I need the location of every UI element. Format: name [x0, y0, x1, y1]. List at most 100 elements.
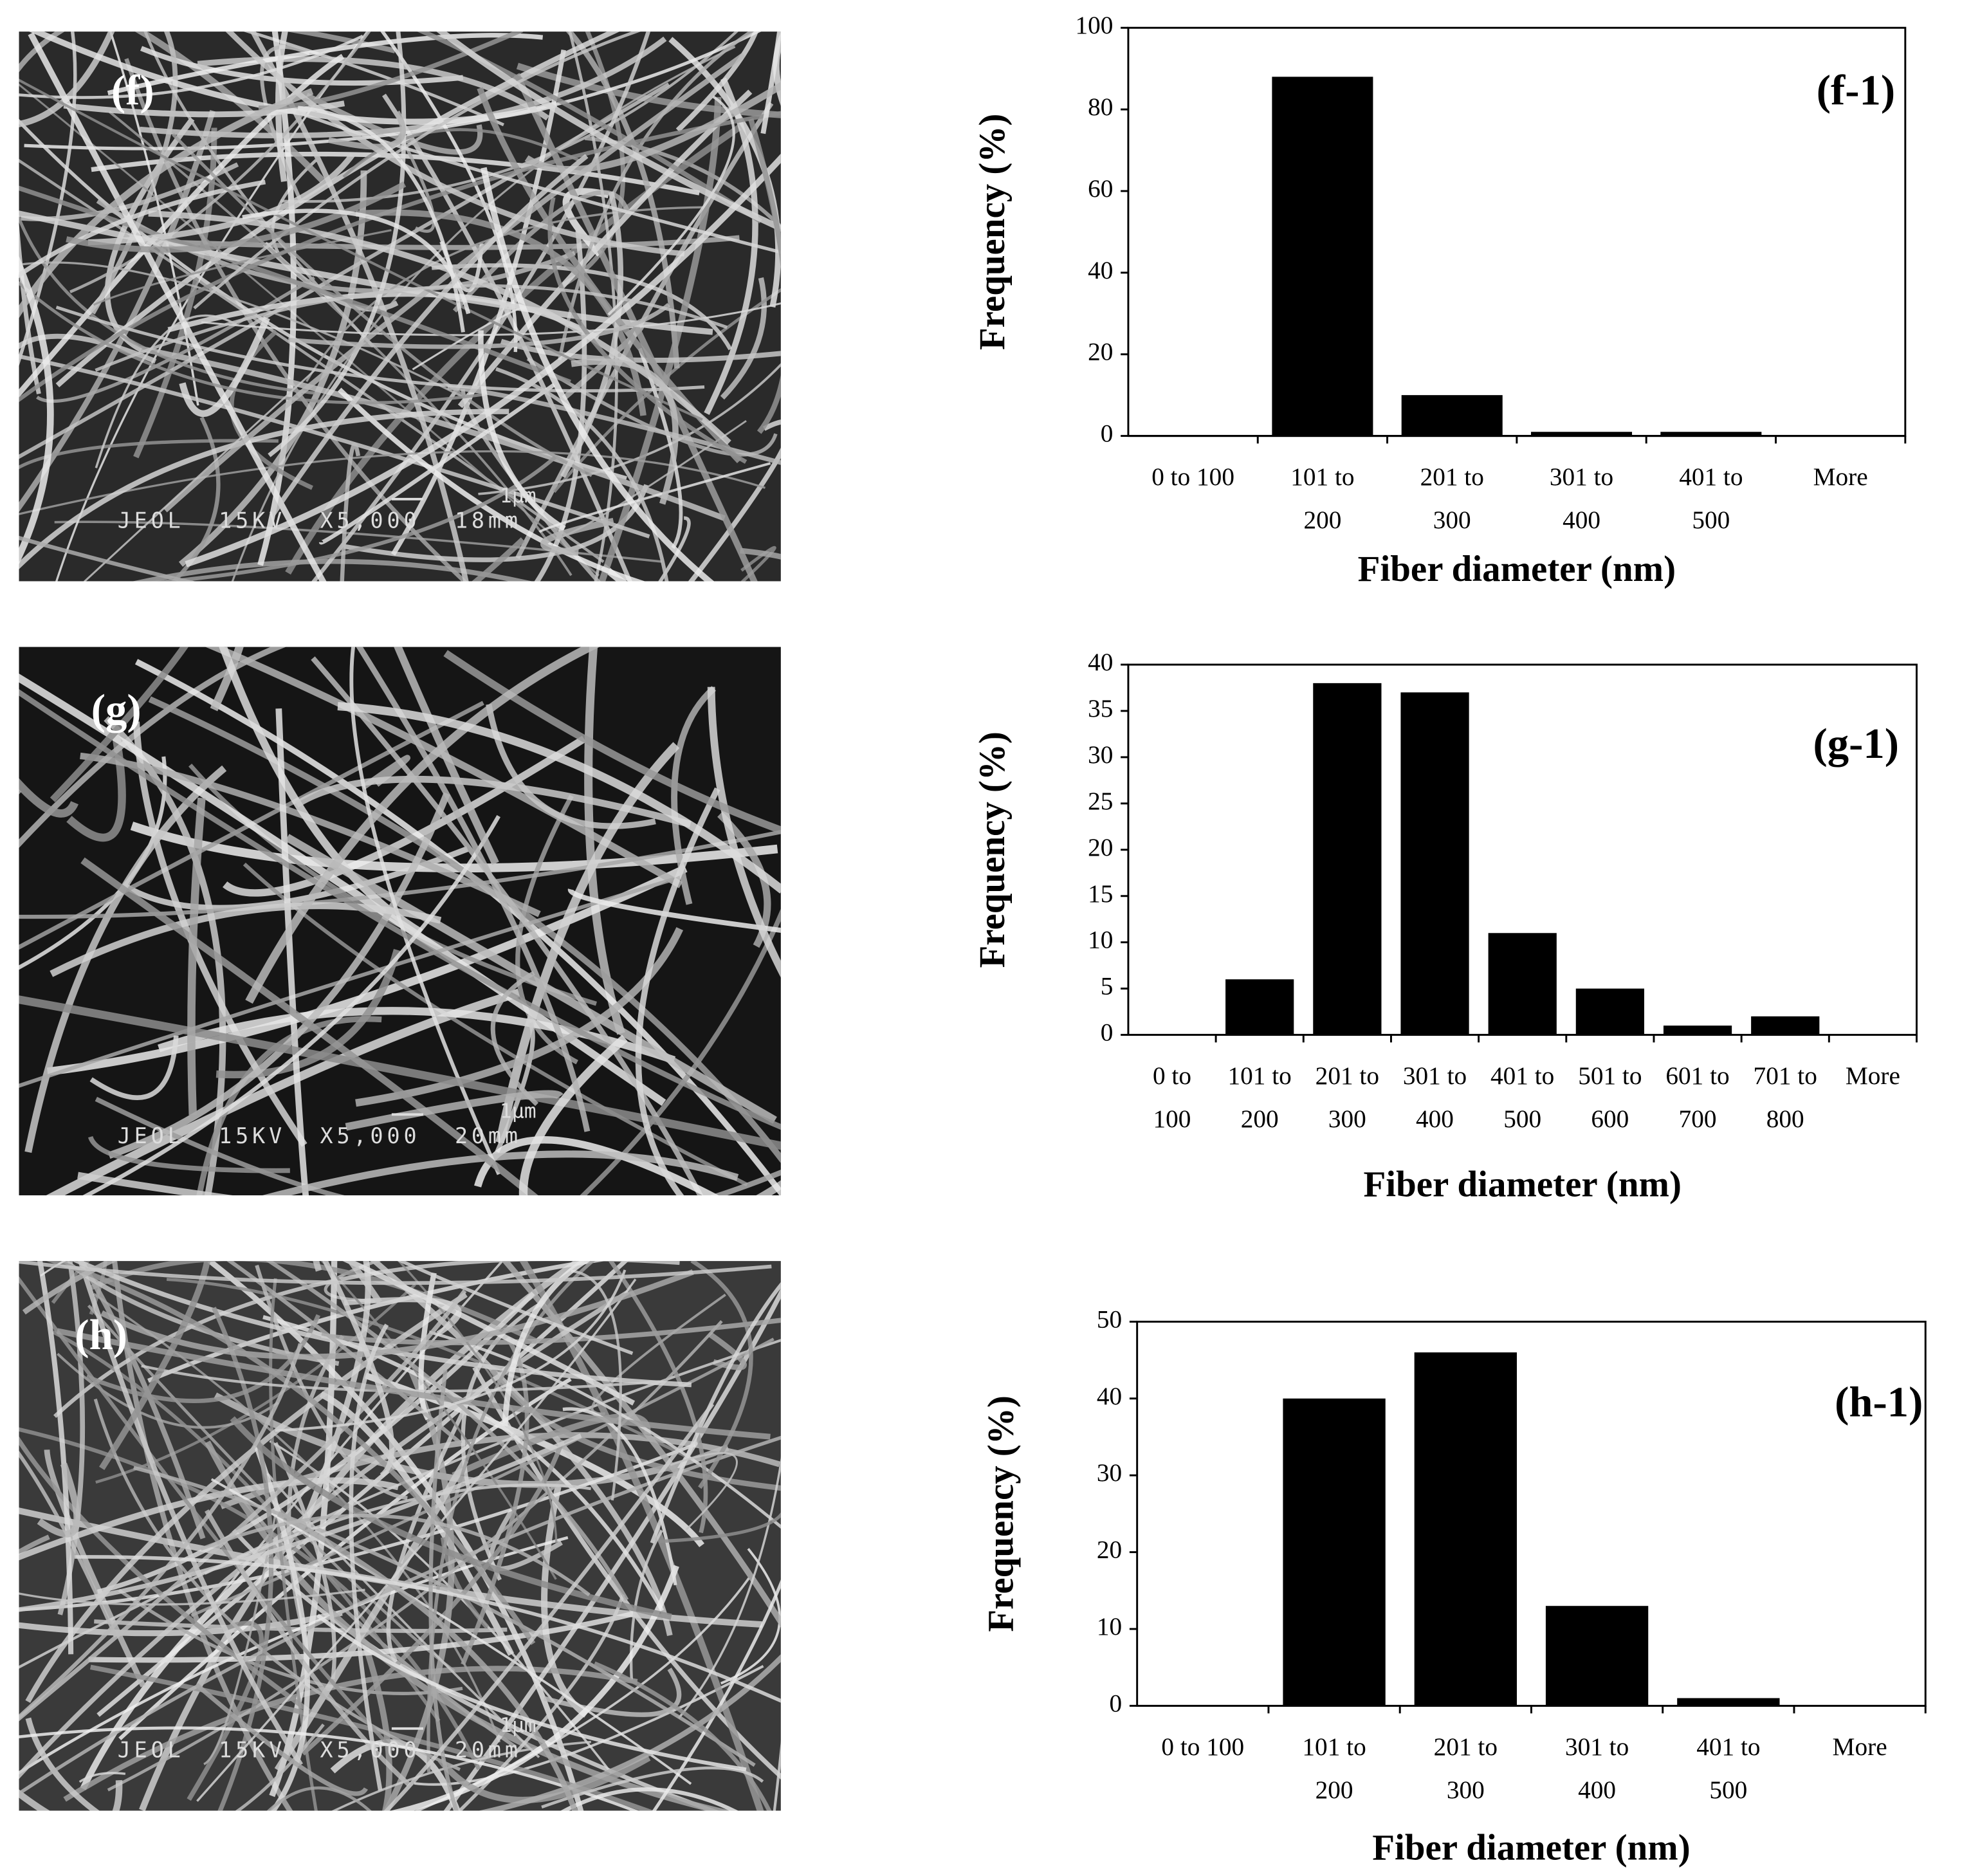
- x-tick-label-box: 101 to 200: [1290, 464, 1354, 535]
- fibre: [720, 1548, 781, 1685]
- y-tick-label: 20: [1088, 338, 1113, 366]
- fibre: [83, 369, 316, 582]
- fibre: [201, 302, 781, 336]
- fibre: [95, 1096, 345, 1195]
- fibre: [495, 367, 669, 582]
- fibre: [481, 167, 715, 582]
- bar: [1531, 432, 1633, 436]
- fibre: [381, 93, 632, 582]
- fibre: [567, 888, 781, 933]
- fibres: [19, 32, 781, 582]
- fibre: [245, 647, 600, 1004]
- fibre: [28, 32, 327, 582]
- fibre: [179, 317, 270, 417]
- fibre: [19, 32, 65, 73]
- fibre: [355, 209, 646, 416]
- fibre: [200, 1513, 591, 1597]
- fibre: [265, 1261, 629, 1601]
- bar: [1545, 1606, 1649, 1706]
- fibre: [318, 383, 556, 545]
- fibre: [171, 416, 221, 582]
- fibre: [704, 77, 758, 415]
- fibre: [479, 1654, 781, 1811]
- fibre: [383, 1402, 715, 1811]
- fibre: [78, 1772, 126, 1783]
- fibre: [19, 111, 781, 403]
- fibre: [598, 97, 722, 582]
- fibre: [19, 32, 77, 366]
- fibre: [268, 32, 407, 457]
- y-tick-label: 15: [1088, 880, 1113, 908]
- fibre: [518, 1035, 628, 1195]
- fibre: [342, 1261, 636, 1406]
- fibre: [50, 902, 442, 977]
- y-tick-label: 20: [1097, 1536, 1122, 1564]
- image-label: (g): [91, 686, 142, 733]
- fibre: [133, 1466, 756, 1767]
- fibre: [560, 1787, 738, 1811]
- fibre: [107, 792, 450, 1159]
- fibre: [194, 1682, 368, 1796]
- fibre: [584, 647, 625, 1035]
- fibre: [19, 1779, 123, 1811]
- fibre: [313, 1261, 383, 1304]
- x-tick-label-box: More: [1813, 464, 1868, 492]
- fibre: [580, 908, 781, 1195]
- y-tick-label: 35: [1088, 695, 1113, 722]
- fibre: [275, 708, 309, 1195]
- fibre: [255, 1264, 408, 1500]
- image-label: (h): [75, 1312, 127, 1359]
- fibre: [740, 546, 776, 582]
- fibre: [19, 1477, 399, 1561]
- bar: [1313, 683, 1382, 1035]
- fibre: [295, 110, 781, 254]
- x-tick-label: 401 to 500: [1696, 1733, 1761, 1805]
- fibre: [37, 1462, 80, 1538]
- x-tick-label-box: More: [1846, 1063, 1900, 1090]
- fibre: [553, 288, 781, 493]
- fibre: [24, 32, 762, 151]
- image-caption: JEOL 15KV X5,000 20mm: [118, 1123, 522, 1148]
- fibre: [349, 1323, 389, 1791]
- fibre: [214, 1392, 729, 1488]
- fibre: [277, 1511, 578, 1811]
- fibre: [163, 52, 746, 513]
- y-tick-label: 20: [1088, 834, 1113, 861]
- fibre: [243, 32, 504, 127]
- fibre: [19, 78, 703, 421]
- fibre: [19, 1450, 118, 1638]
- fibre: [19, 409, 509, 569]
- x-tick-label: 301 to 400: [1402, 1062, 1467, 1134]
- fibre: [431, 263, 733, 351]
- fibre: [19, 118, 627, 480]
- fibre: [89, 1035, 179, 1100]
- fibre: [124, 58, 468, 582]
- fibre: [19, 439, 279, 470]
- fibre: [19, 109, 215, 512]
- fibre: [426, 1261, 596, 1772]
- fibre: [196, 1278, 637, 1802]
- fibre: [63, 1666, 638, 1802]
- fibre: [562, 32, 626, 287]
- bar-chart: 0 5 10 15 20 25 30 35 40 0 to 100 101 to 200 201 to…: [972, 648, 1918, 1204]
- fibre: [158, 1007, 676, 1064]
- fibre: [257, 32, 297, 566]
- fibre: [19, 280, 486, 405]
- fibre: [93, 1398, 461, 1771]
- scale-bar-label: 1μm: [500, 1099, 536, 1123]
- fibre: [650, 1282, 781, 1544]
- fibre: [133, 558, 532, 582]
- fibre: [414, 1577, 750, 1811]
- fibre: [19, 53, 345, 398]
- x-tick-label-box: 401 to 500: [1490, 1063, 1554, 1134]
- x-tick-label: 0 to 100: [1152, 1062, 1191, 1134]
- fibre: [490, 971, 538, 1107]
- fibre: [710, 1169, 781, 1195]
- x-tick-label-box: 701 to 800: [1754, 1063, 1817, 1134]
- fibre: [19, 689, 781, 1130]
- x-tick-label-box: 501 to 600: [1578, 1063, 1642, 1134]
- x-tick-label-box: 101 to 200: [1302, 1734, 1366, 1805]
- fibre: [478, 330, 566, 531]
